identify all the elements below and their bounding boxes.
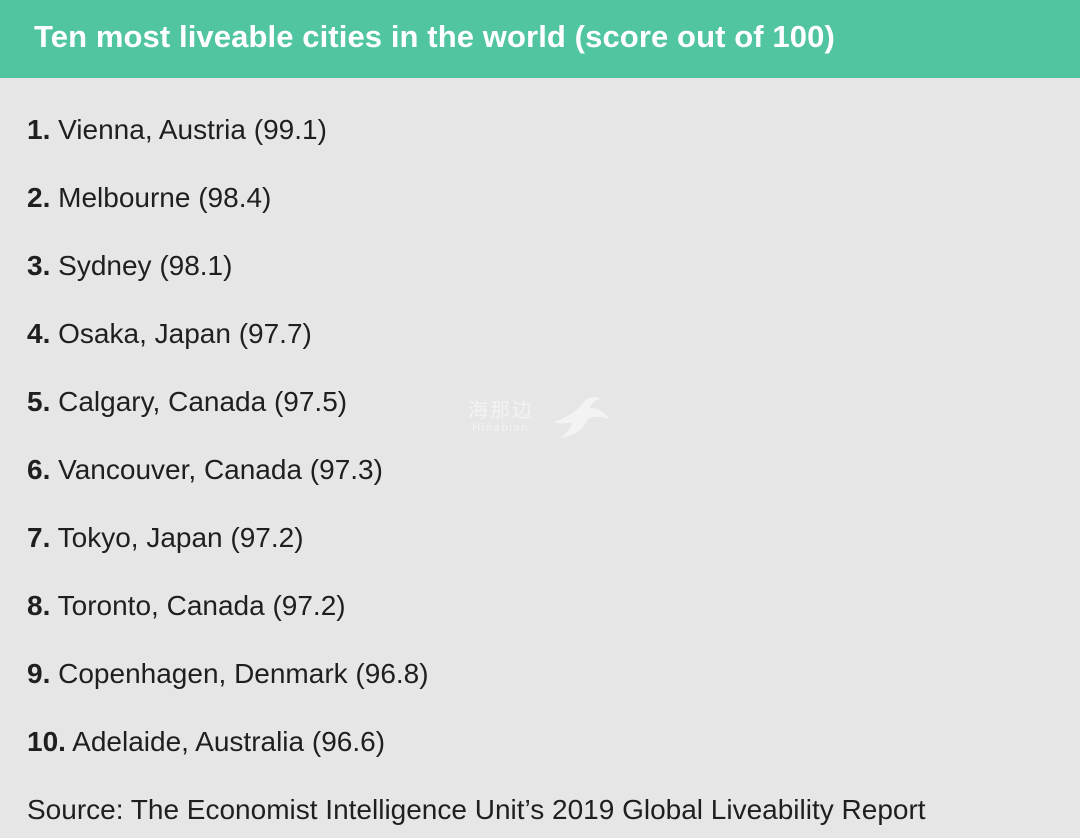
rank-number: 6. <box>27 454 51 485</box>
watermark: 海那边 Hinabian <box>468 392 618 446</box>
rank-number: 9. <box>27 658 51 689</box>
watermark-subtext: Hinabian <box>472 421 529 434</box>
list-item: 3. Sydney (98.1) <box>27 246 429 314</box>
city-entry: Toronto, Canada (97.2) <box>57 590 346 621</box>
city-entry: Vienna, Austria (99.1) <box>58 114 327 145</box>
rank-number: 10. <box>27 726 66 757</box>
watermark-text: 海那边 <box>468 398 534 422</box>
rank-number: 1. <box>27 114 51 145</box>
city-entry: Adelaide, Australia (96.6) <box>72 726 386 757</box>
rank-number: 3. <box>27 250 51 281</box>
city-entry: Osaka, Japan (97.7) <box>58 318 312 349</box>
list-item: 7. Tokyo, Japan (97.2) <box>27 518 429 586</box>
city-entry: Sydney (98.1) <box>58 250 233 281</box>
rank-number: 7. <box>27 522 51 553</box>
title-bar: Ten most liveable cities in the world (s… <box>0 0 1080 78</box>
page-title: Ten most liveable cities in the world (s… <box>34 19 835 54</box>
city-list: 1. Vienna, Austria (99.1) 2. Melbourne (… <box>27 110 429 790</box>
list-item: 5. Calgary, Canada (97.5) <box>27 382 429 450</box>
source-note: Source: The Economist Intelligence Unit’… <box>27 794 926 825</box>
list-item: 9. Copenhagen, Denmark (96.8) <box>27 654 429 722</box>
city-entry: Vancouver, Canada (97.3) <box>58 454 383 485</box>
list-item: 2. Melbourne (98.4) <box>27 178 429 246</box>
list-item: 1. Vienna, Austria (99.1) <box>27 110 429 178</box>
city-entry: Tokyo, Japan (97.2) <box>57 522 304 553</box>
city-entry: Calgary, Canada (97.5) <box>58 386 348 417</box>
city-entry: Melbourne (98.4) <box>58 182 272 213</box>
list-item: 8. Toronto, Canada (97.2) <box>27 586 429 654</box>
bird-logo-icon <box>554 396 609 438</box>
city-entry: Copenhagen, Denmark (96.8) <box>58 658 429 689</box>
rank-number: 4. <box>27 318 51 349</box>
list-item: 10. Adelaide, Australia (96.6) <box>27 722 429 790</box>
list-item: 4. Osaka, Japan (97.7) <box>27 314 429 382</box>
rank-number: 8. <box>27 590 51 621</box>
list-item: 6. Vancouver, Canada (97.3) <box>27 450 429 518</box>
rank-number: 2. <box>27 182 51 213</box>
rank-number: 5. <box>27 386 51 417</box>
